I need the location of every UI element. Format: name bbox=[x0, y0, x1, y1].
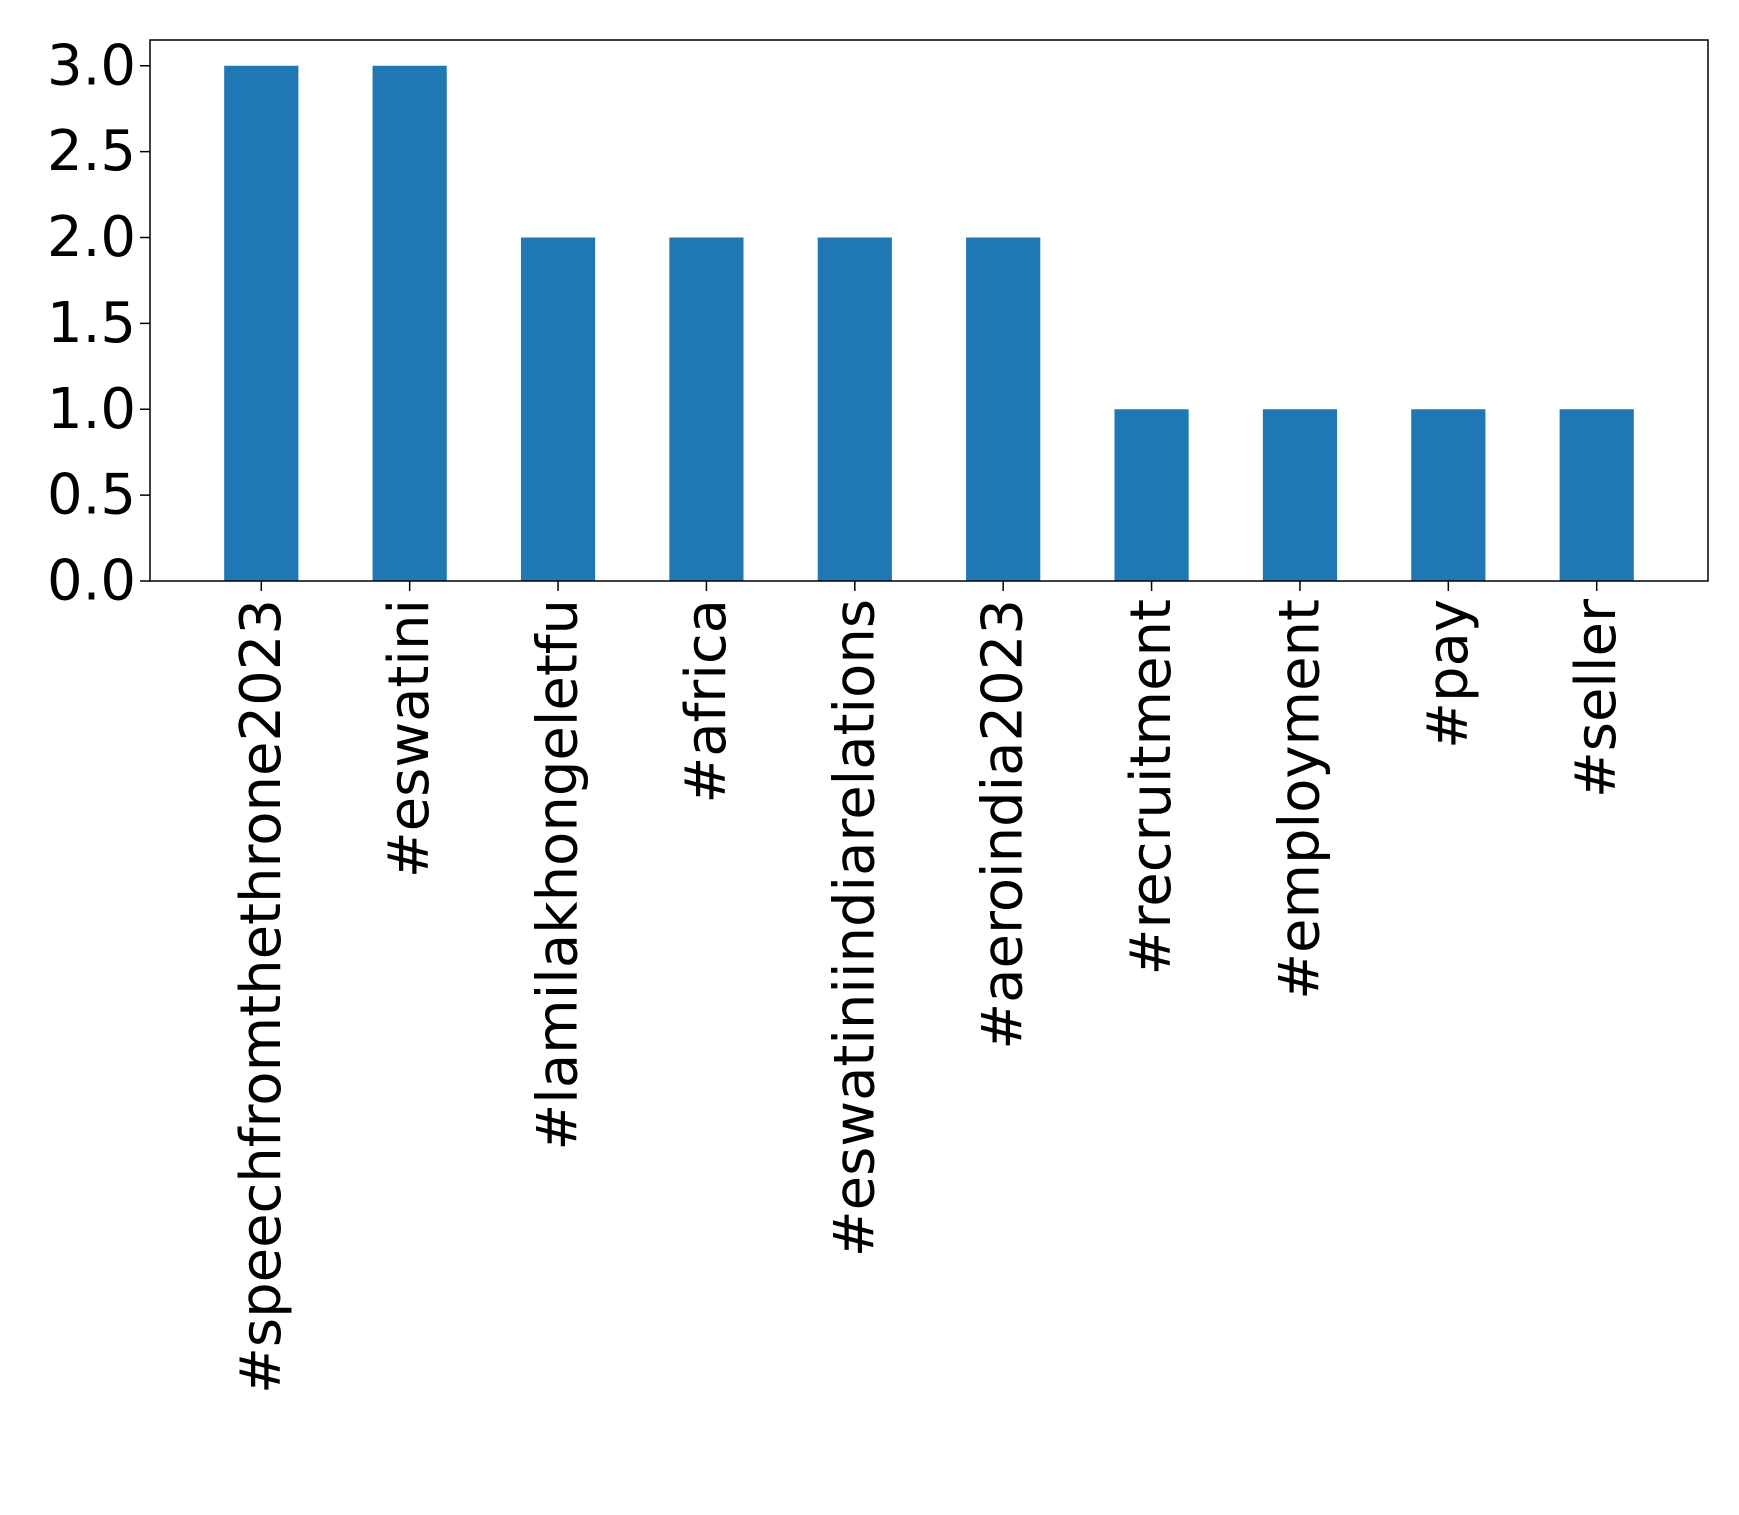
bar-9 bbox=[1411, 409, 1486, 581]
x-tick-label: #pay bbox=[1416, 599, 1481, 749]
x-tick-label: #eswatiniindiarelations bbox=[822, 599, 887, 1257]
bar-6 bbox=[966, 237, 1041, 581]
bar-2 bbox=[372, 65, 447, 581]
y-tick-label: 1.5 bbox=[47, 291, 136, 356]
x-tick-label: #speechfromthethrone2023 bbox=[229, 599, 294, 1394]
bar-5 bbox=[817, 237, 892, 581]
x-tick-label: #africa bbox=[674, 599, 739, 804]
bar-10 bbox=[1559, 409, 1634, 581]
x-tick-label: #aeroindia2023 bbox=[971, 599, 1036, 1050]
x-tick-label: #eswatini bbox=[377, 599, 442, 878]
bar-4 bbox=[669, 237, 744, 581]
y-tick-label: 2.0 bbox=[47, 205, 136, 270]
bar-1 bbox=[224, 65, 299, 581]
y-tick-label: 0.5 bbox=[47, 463, 136, 528]
x-tick-label: #employment bbox=[1267, 599, 1332, 1000]
y-tick-label: 1.0 bbox=[47, 377, 136, 442]
y-tick-label: 2.5 bbox=[47, 119, 136, 184]
y-tick-label: 3.0 bbox=[47, 33, 136, 98]
x-axis: #speechfromthethrone2023 #eswatini #lamila… bbox=[229, 581, 1629, 1394]
x-tick-label: #lamilakhongeletfu bbox=[526, 599, 591, 1151]
bar-7 bbox=[1114, 409, 1189, 581]
bar-3 bbox=[520, 237, 596, 581]
bars-layer bbox=[224, 65, 1634, 581]
y-tick-label: 0.0 bbox=[47, 549, 136, 614]
plot-area-frame bbox=[149, 39, 1709, 582]
x-tick-label: #seller bbox=[1564, 598, 1629, 798]
x-tick-label: #recruitment bbox=[1119, 599, 1184, 975]
y-axis: 0.0 0.5 1.0 1.5 2.0 2.5 3.0 bbox=[47, 33, 150, 614]
bar-8 bbox=[1262, 409, 1338, 581]
